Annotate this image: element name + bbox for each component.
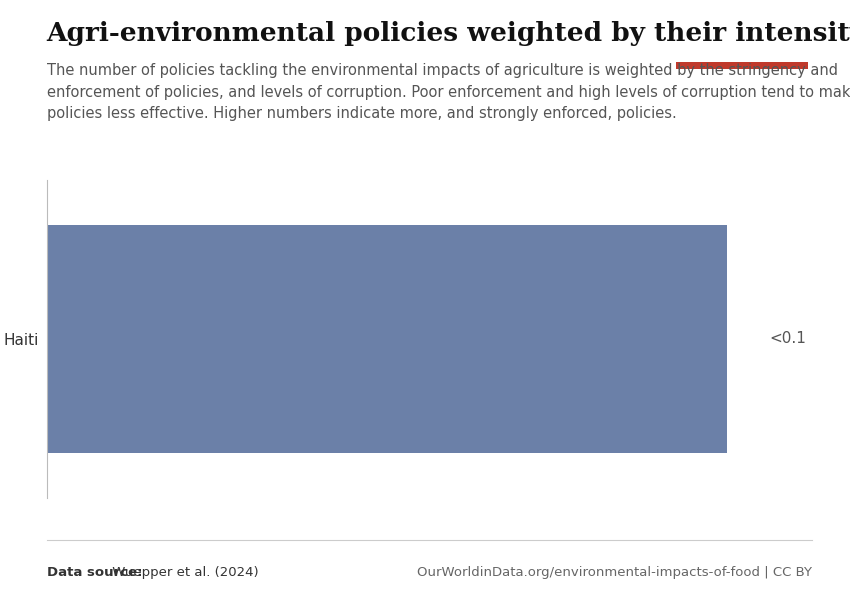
Text: Agri-environmental policies weighted by their intensity, 2022: Agri-environmental policies weighted by …	[47, 21, 850, 46]
Text: in Data: in Data	[717, 41, 766, 54]
Text: The number of policies tackling the environmental impacts of agriculture is weig: The number of policies tackling the envi…	[47, 63, 850, 121]
Text: Data source:: Data source:	[47, 566, 142, 579]
Text: Our World: Our World	[708, 24, 775, 37]
Text: Wuepper et al. (2024): Wuepper et al. (2024)	[108, 566, 258, 579]
Text: <0.1: <0.1	[769, 331, 806, 346]
Bar	[676, 62, 807, 69]
Bar	[47, 224, 728, 454]
Text: OurWorldinData.org/environmental-impacts-of-food | CC BY: OurWorldinData.org/environmental-impacts…	[416, 566, 812, 579]
